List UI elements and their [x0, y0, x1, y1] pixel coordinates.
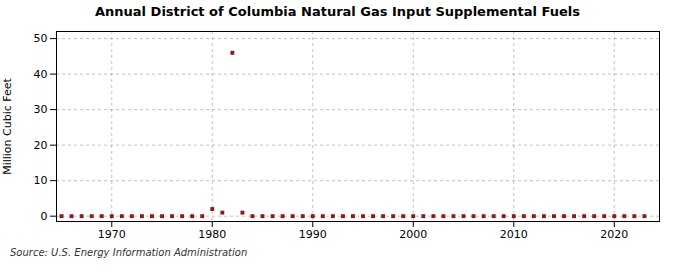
svg-text:2000: 2000 [399, 228, 427, 241]
svg-text:2010: 2010 [500, 228, 528, 241]
svg-text:2020: 2020 [600, 228, 628, 241]
svg-text:1980: 1980 [198, 228, 226, 241]
svg-text:20: 20 [34, 139, 48, 152]
svg-text:10: 10 [34, 174, 48, 187]
svg-text:40: 40 [34, 68, 48, 81]
svg-text:30: 30 [34, 103, 48, 116]
svg-text:50: 50 [34, 32, 48, 45]
svg-text:1990: 1990 [299, 228, 327, 241]
svg-text:1970: 1970 [98, 228, 126, 241]
svg-text:Million Cubic Feet: Million Cubic Feet [1, 77, 14, 174]
html-text:Annual District of Columbia Na: Annual District of Columbia Natural Gas … [95, 4, 580, 19]
html-text:Source: U.S. Energy Informatio: Source: U.S. Energy Information Administ… [10, 247, 248, 258]
svg-text:0: 0 [41, 210, 48, 223]
